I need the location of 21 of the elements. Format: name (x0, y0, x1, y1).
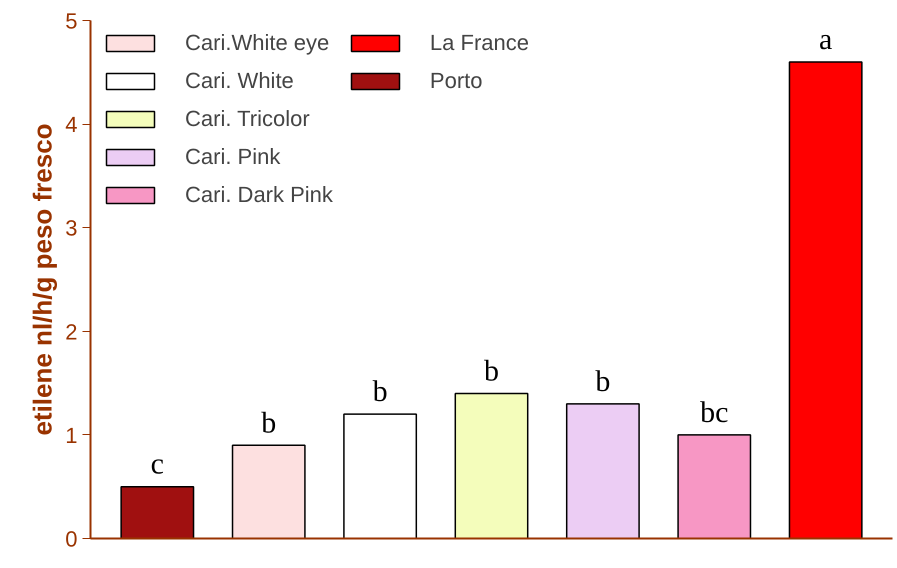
data-label: c (150, 448, 164, 481)
y-tick-label: 3 (65, 216, 78, 241)
data-label: bc (700, 396, 728, 429)
legend-label: Cari.White eye (185, 30, 330, 56)
legend-label: Cari. White (185, 68, 294, 94)
data-label: b (372, 375, 388, 408)
data-label: a (819, 22, 832, 56)
y-tick-label: 2 (65, 319, 78, 344)
legend-label: Cari. Tricolor (185, 106, 310, 132)
data-label: b (261, 406, 276, 440)
y-tick-label: 4 (65, 112, 78, 138)
data-label: b (484, 354, 499, 388)
y-tick-label: 5 (65, 8, 78, 34)
legend-label: La France (430, 30, 529, 56)
legend-label: Cari. Pink (185, 144, 280, 170)
data-label: b (595, 364, 610, 398)
y-axis-title: etilene nl/h/g peso fresco (27, 123, 58, 436)
y-tick-label: 1 (65, 422, 78, 448)
legend-label: Porto (430, 68, 483, 94)
legend-label: Cari. Dark Pink (185, 182, 333, 208)
y-tick-label: 0 (65, 526, 78, 552)
